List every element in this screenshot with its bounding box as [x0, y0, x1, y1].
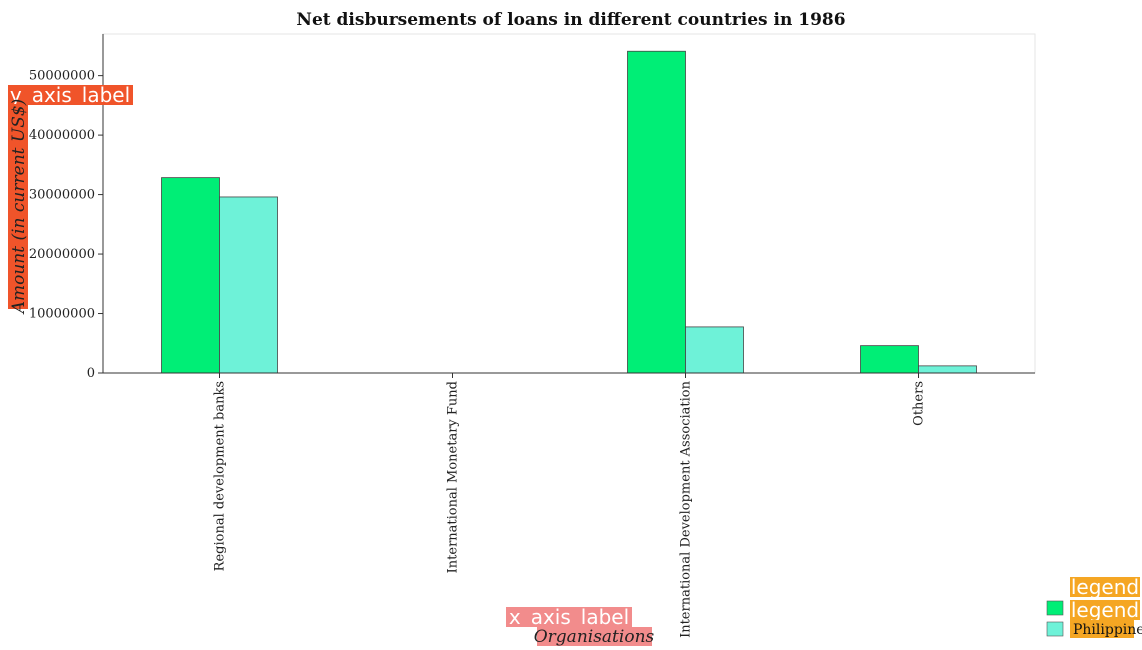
- x-tick-label: International Monetary Fund: [446, 381, 461, 573]
- x-axis-label-bg: [537, 627, 652, 646]
- x-tick-label: International Development Association: [679, 380, 694, 638]
- x-axis-label: Organisations: [534, 627, 655, 647]
- bar-series-2-2: [685, 326, 744, 374]
- bars-layer: [161, 50, 977, 374]
- legend-badge-mid: legend: [1071, 598, 1139, 622]
- y-axis-badge-bg: [8, 85, 133, 105]
- legend-label-series-2: Philippines: [1073, 622, 1142, 638]
- y-ticks: 0 10000000 20000000 30000000 40000000 5000000…: [29, 69, 103, 381]
- x-axis-badge: x_axis_label: [509, 605, 629, 629]
- bar-series-1-2: [627, 50, 686, 374]
- y-tick-label: 50000000: [29, 69, 95, 84]
- bar-series-2-3: [918, 365, 977, 374]
- x-tick-label: Regional development banks: [213, 381, 228, 571]
- bar-series-1-3: [860, 345, 919, 374]
- chart-title: Net disbursements of loans in different …: [296, 10, 845, 30]
- y-tick-label: 10000000: [29, 307, 95, 322]
- x-ticks: Regional development banks International …: [213, 373, 927, 638]
- x-axis-badge-bg: [506, 607, 632, 627]
- x-tick-label: Others: [912, 381, 927, 426]
- bar-series-1-0: [161, 177, 220, 374]
- legend-badge-mid-bg: [1070, 600, 1140, 620]
- bar-series-2-0: [219, 196, 278, 374]
- legend-swatch-series-1: [1046, 600, 1064, 616]
- y-tick-label: 0: [87, 366, 95, 381]
- y-axis-badge: y_axis_label: [10, 83, 130, 107]
- legend: legend legend Philippines: [1046, 575, 1142, 638]
- legend-badge-top: legend: [1071, 575, 1139, 599]
- y-tick-label: 40000000: [29, 128, 95, 143]
- y-axis-label-bg: [8, 104, 28, 309]
- y-tick-label: 30000000: [29, 188, 95, 203]
- y-axis-label: Amount (in current US$): [9, 99, 29, 316]
- legend-swatch-series-2: [1046, 621, 1064, 637]
- y-tick-label: 20000000: [29, 247, 95, 262]
- legend-label-series-2-bg: [1070, 620, 1134, 638]
- legend-badge-top-bg: [1070, 577, 1140, 597]
